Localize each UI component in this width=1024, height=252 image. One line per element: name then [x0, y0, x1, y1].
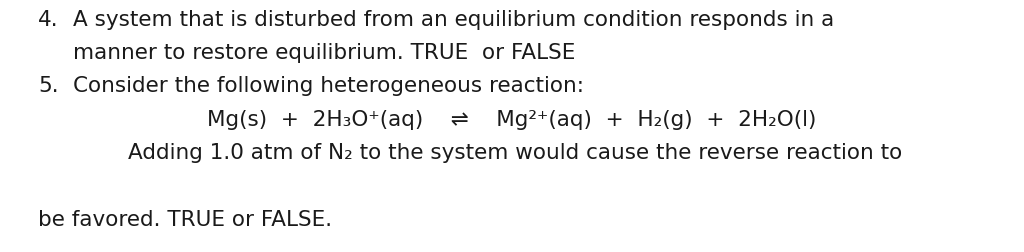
Text: manner to restore equilibrium. TRUE  or FALSE: manner to restore equilibrium. TRUE or F… — [73, 43, 575, 63]
Text: Mg(s)  +  2H₃O⁺(aq)    ⇌    Mg²⁺(aq)  +  H₂(g)  +  2H₂O(l): Mg(s) + 2H₃O⁺(aq) ⇌ Mg²⁺(aq) + H₂(g) + 2… — [207, 110, 817, 130]
Text: Adding 1.0 atm of N₂ to the system would cause the reverse reaction to: Adding 1.0 atm of N₂ to the system would… — [128, 143, 902, 163]
Text: 4.: 4. — [38, 10, 58, 30]
Text: be favored. TRUE or FALSE.: be favored. TRUE or FALSE. — [38, 210, 332, 230]
Text: 5.: 5. — [38, 76, 58, 96]
Text: A system that is disturbed from an equilibrium condition responds in a: A system that is disturbed from an equil… — [73, 10, 835, 30]
Text: Consider the following heterogeneous reaction:: Consider the following heterogeneous rea… — [73, 76, 584, 96]
